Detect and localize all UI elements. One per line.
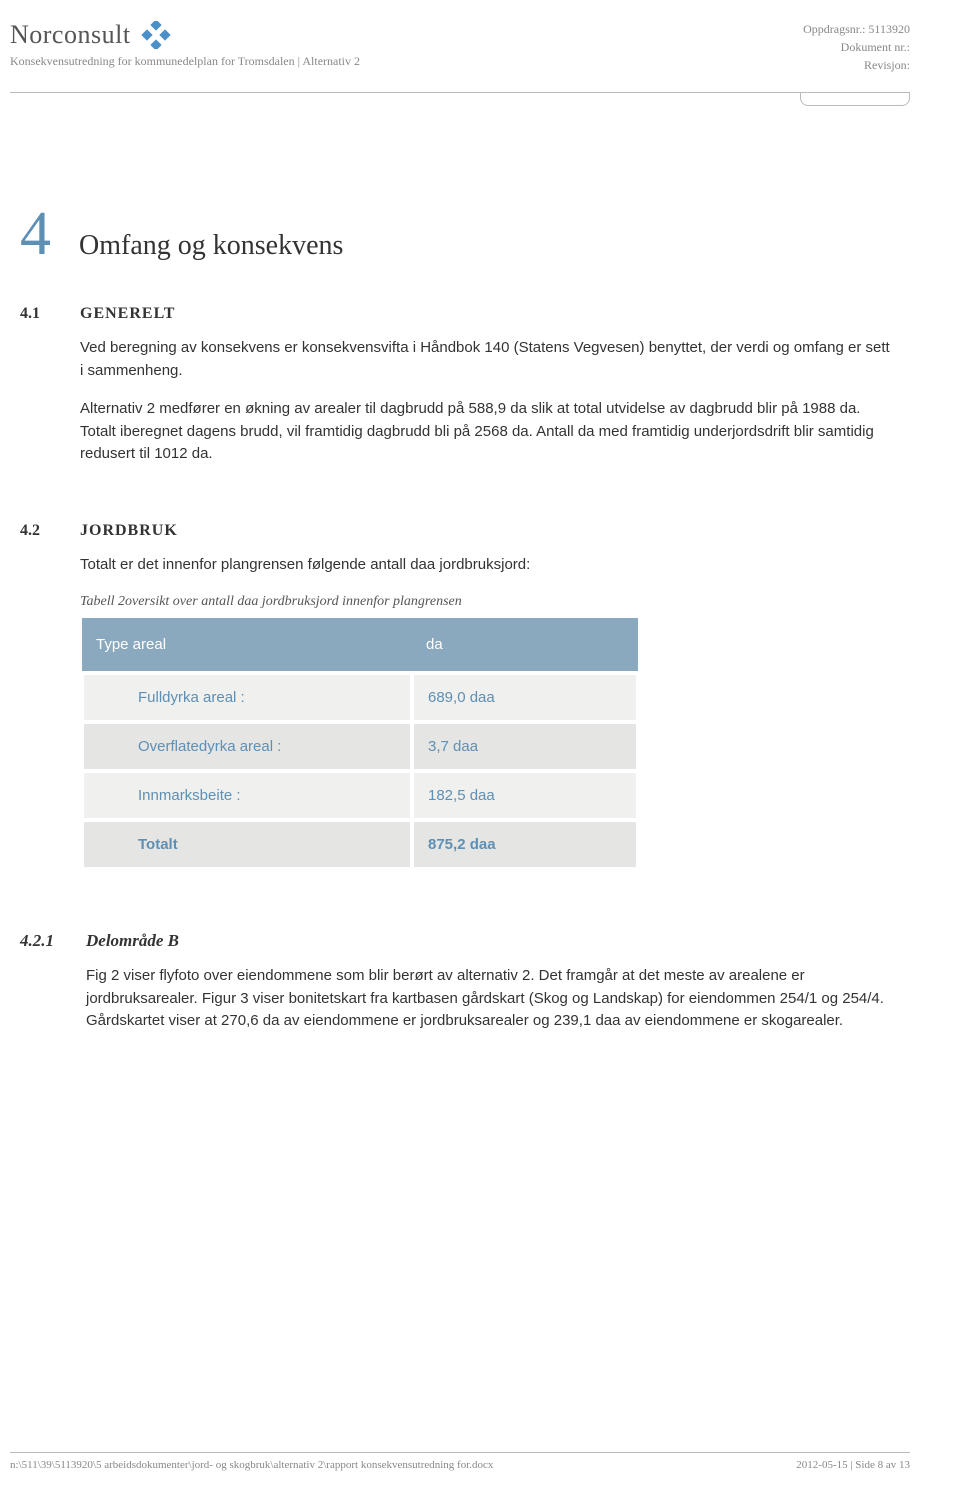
page-header: Norconsult Konsekvensutredning for kommu… bbox=[0, 0, 960, 84]
section-number: 4.2 bbox=[20, 522, 58, 872]
cell-label: Totalt bbox=[82, 820, 412, 869]
table-header-da: da bbox=[412, 618, 638, 673]
header-left: Norconsult Konsekvensutredning for kommu… bbox=[10, 20, 360, 69]
cell-label: Fulldyrka areal : bbox=[82, 673, 412, 722]
meta-revisjon: Revisjon: bbox=[803, 56, 910, 74]
section-title: JORDBRUK bbox=[80, 522, 890, 540]
page-content: 4 Omfang og konsekvens 4.1 GENERELT Ved … bbox=[0, 93, 960, 1089]
subsection-title: Delområde B bbox=[86, 931, 890, 951]
table-row: Innmarksbeite : 182,5 daa bbox=[82, 771, 638, 820]
footer-path: n:\511\39\5113920\5 arbeidsdokumenter\jo… bbox=[10, 1459, 493, 1471]
logo-text: Norconsult bbox=[10, 20, 131, 50]
paragraph: Fig 2 viser flyfoto over eiendommene som… bbox=[86, 965, 890, 1033]
table-row: Overflatedyrka areal : 3,7 daa bbox=[82, 722, 638, 771]
chapter-title: Omfang og konsekvens bbox=[79, 230, 343, 262]
section-4-2: 4.2 JORDBRUK Totalt er det innenfor plan… bbox=[70, 522, 890, 872]
cell-value: 875,2 daa bbox=[412, 820, 638, 869]
cell-value: 689,0 daa bbox=[412, 673, 638, 722]
header-subtitle: Konsekvensutredning for kommunedelplan f… bbox=[10, 54, 360, 69]
subsection-number: 4.2.1 bbox=[20, 931, 66, 1049]
paragraph: Alternativ 2 medfører en økning av areal… bbox=[80, 398, 890, 466]
chapter-number: 4 bbox=[20, 203, 51, 265]
page-footer: n:\511\39\5113920\5 arbeidsdokumenter\jo… bbox=[10, 1452, 910, 1471]
header-tab-decoration bbox=[800, 92, 910, 106]
header-meta: Oppdragsnr.: 5113920 Dokument nr.: Revis… bbox=[803, 20, 910, 74]
paragraph: Totalt er det innenfor plangrensen følge… bbox=[80, 554, 890, 577]
section-title: GENERELT bbox=[80, 305, 890, 323]
table-caption: Tabell 2oversikt over antall daa jordbru… bbox=[80, 594, 890, 610]
logo: Norconsult bbox=[10, 20, 360, 50]
section-4-2-1: 4.2.1 Delområde B Fig 2 viser flyfoto ov… bbox=[70, 931, 890, 1049]
cell-label: Innmarksbeite : bbox=[82, 771, 412, 820]
meta-oppdrag: Oppdragsnr.: 5113920 bbox=[803, 20, 910, 38]
section-number: 4.1 bbox=[20, 305, 58, 482]
header-rule bbox=[10, 92, 910, 93]
cell-value: 3,7 daa bbox=[412, 722, 638, 771]
cell-value: 182,5 daa bbox=[412, 771, 638, 820]
table-row: Fulldyrka areal : 689,0 daa bbox=[82, 673, 638, 722]
footer-page: 2012-05-15 | Side 8 av 13 bbox=[796, 1459, 910, 1471]
table-row: Totalt 875,2 daa bbox=[82, 820, 638, 869]
paragraph: Ved beregning av konsekvens er konsekven… bbox=[80, 337, 890, 382]
chapter-heading: 4 Omfang og konsekvens bbox=[70, 203, 890, 265]
table-header-type: Type areal bbox=[82, 618, 412, 673]
jordbruk-table: Type areal da Fulldyrka areal : 689,0 da… bbox=[80, 618, 640, 871]
section-4-1: 4.1 GENERELT Ved beregning av konsekvens… bbox=[70, 305, 890, 482]
meta-dokument: Dokument nr.: bbox=[803, 38, 910, 56]
cell-label: Overflatedyrka areal : bbox=[82, 722, 412, 771]
norconsult-icon bbox=[139, 21, 173, 49]
